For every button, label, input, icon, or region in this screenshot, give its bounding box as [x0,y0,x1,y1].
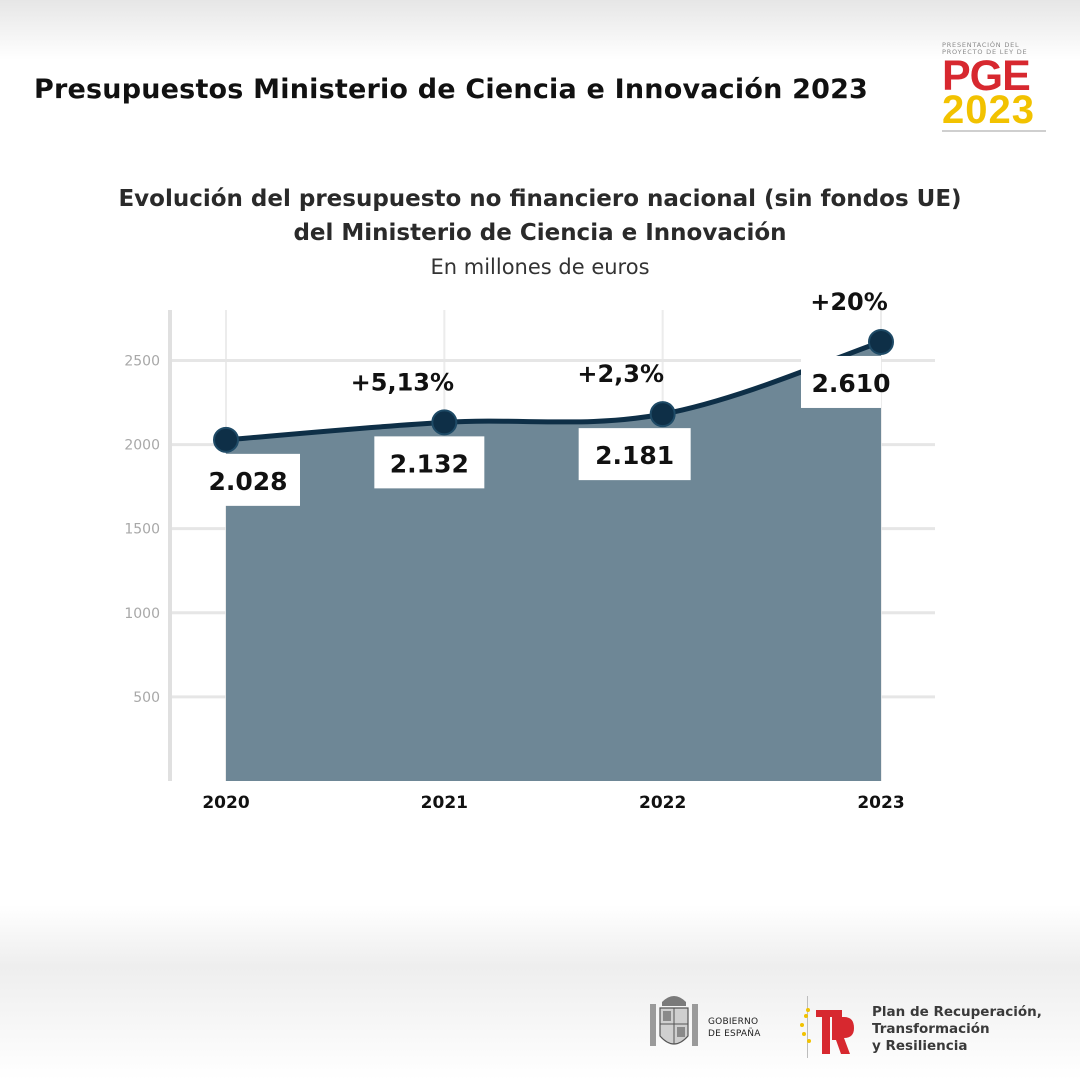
chart-title: Evolución del presupuesto no financiero … [118,186,962,246]
y-tick-label: 1500 [124,522,160,538]
prtr-logo-icon [800,1008,854,1054]
change-label: +5,13% [351,368,454,396]
value-label: 2.181 [595,441,674,470]
area-fill [226,341,881,781]
y-tick-label: 500 [133,690,160,706]
page-title: Presupuestos Ministerio de Ciencia e Inn… [34,74,869,105]
gobierno-line1: GOBIERNO [708,1017,759,1027]
value-label-box [578,428,691,481]
y-tick-label: 1000 [124,606,160,622]
pge-logo-caption: PRESENTACIÓN DEL PROYECTO DE LEY DE [942,42,1046,56]
pge-logo-rule [942,130,1046,132]
data-point [213,426,239,453]
chart-subtitle: En millones de euros [430,255,650,279]
value-label: 2.132 [390,449,469,478]
data-point [649,401,676,428]
pge-logo-acronym: PGE [942,52,1031,100]
x-tick-label: 2023 [857,793,904,813]
data-point [431,409,458,436]
coat-of-arms-icon [650,996,698,1046]
budget-area-chart: 500 1000 1500 2000 2500 2.028 2.132 2.181 2.610 +… [124,288,935,813]
series-line [225,339,882,443]
data-point [868,328,894,355]
plan-recuperacion-label: Plan de Recuperación, Transformación y R… [872,1004,1042,1055]
bottom-shade [0,905,1080,1080]
value-label-box [196,453,300,506]
y-tick-label: 2000 [124,438,160,454]
top-shade [0,0,1080,60]
x-tick-label: 2021 [421,793,468,813]
change-label: +2,3% [577,360,664,388]
change-label: +20% [810,288,888,316]
pge-logo-line2: PROYECTO DE LEY DE [942,48,1028,56]
y-tick-label: 2500 [124,353,160,369]
gobierno-line2: DE ESPAÑA [708,1029,761,1039]
gobierno-de-espana-label: GOBIERNO DE ESPAÑA [708,1016,761,1040]
pge-2023-logo: PRESENTACIÓN DEL PROYECTO DE LEY DE PGE … [942,42,1046,132]
value-label-box [801,355,881,408]
footer-logos: GOBIERNO DE ESPAÑA Plan de Recuperación,… [644,990,1064,1060]
x-tick-label: 2022 [639,793,686,813]
pge-logo-year: 2023 [942,88,1035,132]
value-label: 2.028 [208,467,287,496]
value-label-box [374,436,485,489]
plan-line3: y Resiliencia [872,1038,968,1054]
chart-heading: Evolución del presupuesto no financiero … [0,182,1080,282]
footer-divider [807,996,808,1058]
plan-line2: Transformación [872,1021,990,1037]
value-label: 2.610 [811,369,890,398]
pge-logo-line1: PRESENTACIÓN DEL [942,41,1020,49]
x-tick-label: 2020 [202,793,249,813]
plan-line1: Plan de Recuperación, [872,1004,1042,1020]
